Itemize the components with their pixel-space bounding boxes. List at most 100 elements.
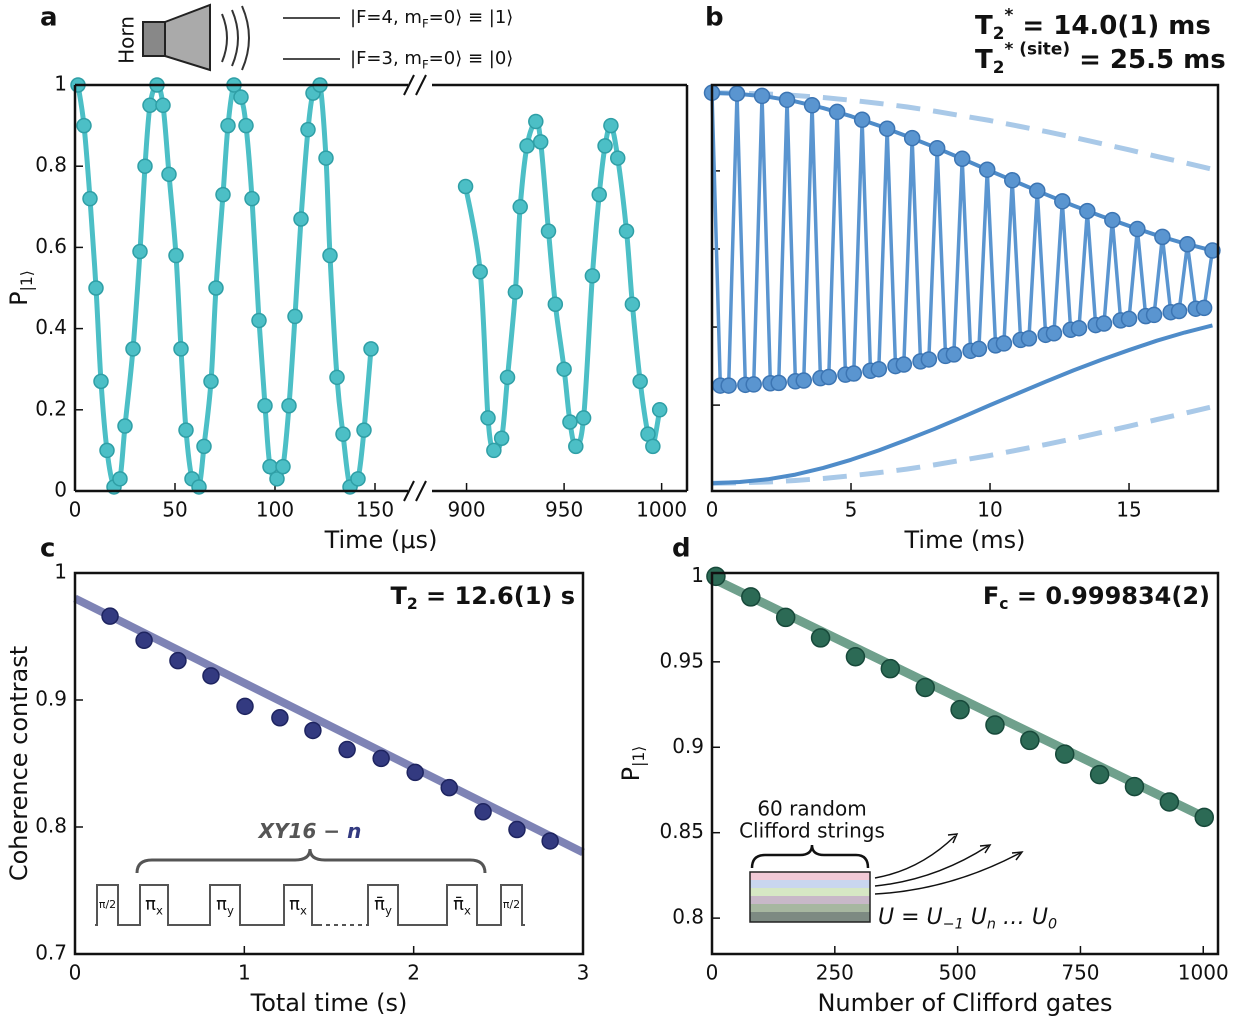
- annotation-part: * (site): [1005, 39, 1071, 59]
- envelope-dashed: [711, 90, 1214, 172]
- data-point: [101, 607, 119, 625]
- data-point: [728, 85, 746, 102]
- data-point: [895, 356, 913, 373]
- data-point: [519, 138, 535, 154]
- pulse-label-part: π/2: [503, 898, 520, 911]
- y-tick-label: 1: [54, 560, 67, 584]
- data-point: [575, 410, 592, 426]
- data-point: [624, 296, 641, 312]
- pulse-label-part: π: [216, 894, 227, 915]
- state-label-part: F: [422, 57, 429, 71]
- data-point: [928, 139, 946, 157]
- data-point: [970, 340, 988, 358]
- data-point: [1179, 236, 1196, 253]
- sequence-label-part: XY16 −: [257, 819, 347, 843]
- data-point: [168, 247, 184, 264]
- x-tick-label: 500: [939, 961, 977, 985]
- data-point: [499, 369, 516, 386]
- axis-break: [403, 74, 415, 96]
- annotation-part: = 14.0(1) ms: [1013, 11, 1211, 41]
- data-point: [480, 410, 496, 426]
- data-point: [112, 471, 128, 487]
- data-point: [1204, 242, 1221, 259]
- y-tick-label: 0: [54, 478, 67, 502]
- pulse-label: π/2: [503, 898, 520, 911]
- data-point: [915, 677, 935, 698]
- unitary-label-part: 0: [1048, 917, 1057, 933]
- annotation: Fc = 0.999834(2): [983, 582, 1210, 613]
- data-point: [828, 103, 846, 121]
- data-point: [99, 442, 115, 459]
- x-tick-label: 950: [545, 498, 583, 522]
- data-point: [753, 87, 771, 105]
- curve: [73, 594, 585, 856]
- annotation-part: = 0.999834(2): [1009, 582, 1210, 610]
- data-point: [238, 117, 254, 134]
- x-axis-label: Time (ms): [904, 526, 1026, 554]
- pulse-label: π/2: [99, 898, 116, 911]
- pulse-label-part: π: [145, 894, 156, 915]
- pulse-sequence: [95, 848, 525, 926]
- data-point: [269, 471, 285, 487]
- y-tick-label: 0.95: [659, 648, 704, 672]
- data-point: [591, 186, 607, 203]
- data-point: [293, 211, 309, 227]
- curve: [711, 323, 1213, 486]
- data-point: [155, 97, 171, 114]
- data-point: [532, 134, 549, 150]
- data-point: [1045, 325, 1063, 342]
- axis-frame: [73, 571, 585, 956]
- data-point: [770, 374, 787, 392]
- data-point: [178, 422, 194, 438]
- y-axis-label-part: |1⟩: [630, 746, 648, 767]
- data-point: [618, 223, 635, 239]
- data-point: [132, 243, 148, 260]
- data-point: [196, 438, 212, 455]
- data-point: [512, 199, 528, 215]
- data-point: [1054, 193, 1071, 210]
- data-point: [322, 247, 338, 264]
- data-point: [169, 651, 187, 670]
- axis-break: [415, 480, 427, 502]
- data-point: [632, 373, 648, 390]
- y-axis-label-part: |1⟩: [18, 270, 36, 291]
- data-point: [220, 117, 236, 134]
- x-tick-label: 50: [162, 498, 187, 522]
- horn-label: Horn: [115, 16, 139, 64]
- x-tick-label: 1000: [636, 498, 687, 522]
- horn-icon: [142, 3, 340, 72]
- x-axis-label: Time (μs): [324, 526, 438, 554]
- data-point: [1054, 744, 1075, 764]
- x-tick-label: 3: [577, 961, 590, 985]
- data-point: [202, 667, 220, 685]
- annotation: T2* = 14.0(1) ms: [975, 5, 1211, 43]
- y-tick-label: 1: [54, 72, 67, 96]
- data-point: [1079, 202, 1096, 220]
- data-point: [117, 418, 133, 434]
- data-point: [1145, 306, 1163, 324]
- annotation-part: = 12.6(1) s: [418, 582, 575, 610]
- unitary-label-part: … U: [996, 905, 1048, 930]
- data-point: [950, 699, 970, 720]
- data-point: [125, 341, 141, 357]
- data-point: [775, 607, 796, 628]
- axis-break: [403, 480, 415, 502]
- data-point: [208, 280, 224, 296]
- y-tick-label: 0.8: [35, 153, 67, 177]
- y-tick-label: 0.4: [35, 315, 67, 339]
- data-point: [1195, 299, 1213, 317]
- annotation-part: = 25.5 ms: [1070, 45, 1226, 75]
- x-tick-label: 0: [706, 961, 719, 985]
- data-point: [778, 91, 796, 109]
- state-label-part: =0⟩ ≡ |0⟩: [429, 48, 514, 69]
- unitary-label: U = U−1 Un … U0: [878, 905, 1057, 933]
- data-point: [300, 121, 316, 138]
- y-tick-label: 0.9: [672, 734, 704, 758]
- sequence-label: XY16 − n: [257, 819, 362, 843]
- annotation-part: T: [975, 45, 993, 75]
- data-point: [304, 721, 322, 740]
- x-tick-label: 5: [845, 498, 858, 522]
- y-tick-label: 0.9: [35, 687, 67, 711]
- data-point: [142, 97, 158, 114]
